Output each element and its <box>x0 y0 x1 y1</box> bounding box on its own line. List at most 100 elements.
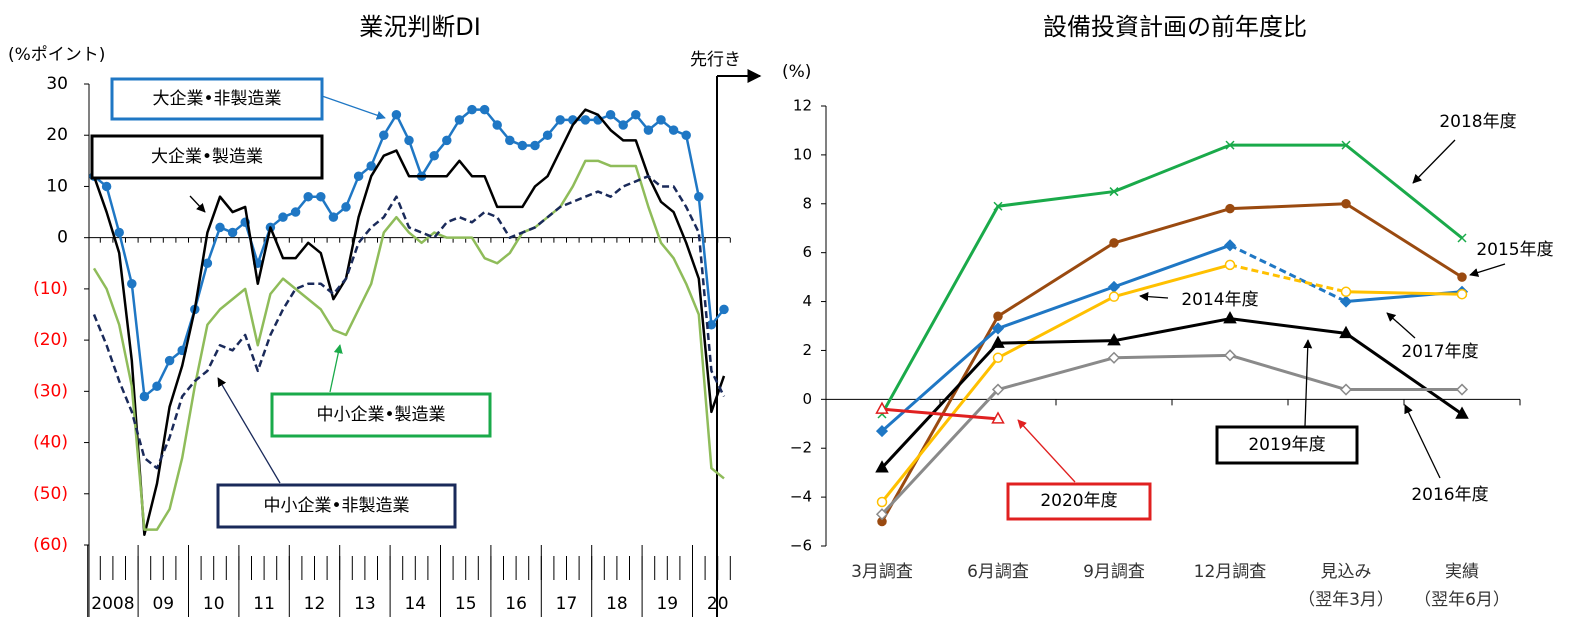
x-group-label: 19 <box>656 594 678 614</box>
point <box>1339 383 1353 396</box>
y-tick-label: (30) <box>33 381 68 401</box>
point <box>139 391 150 402</box>
point <box>1223 311 1237 324</box>
point <box>875 401 889 414</box>
point <box>505 135 515 146</box>
point <box>164 355 175 366</box>
point <box>876 496 888 508</box>
point <box>542 130 553 140</box>
y-tick-label: (40) <box>33 433 68 453</box>
callout-arrow <box>1412 139 1456 184</box>
point <box>580 115 591 125</box>
point <box>328 212 339 222</box>
point <box>605 109 616 120</box>
legend-box <box>110 77 324 121</box>
point <box>1339 295 1353 308</box>
series-line <box>880 202 1463 523</box>
point <box>555 115 565 125</box>
x-tick-label: 12月調査 <box>1194 562 1267 582</box>
legend-box <box>1006 482 1152 521</box>
y-tick-label: (60) <box>33 535 68 555</box>
legend-label: 2020年度 <box>1040 491 1117 511</box>
point <box>875 460 889 473</box>
x-group-label: 13 <box>354 594 376 614</box>
point <box>467 104 477 115</box>
point <box>278 212 288 222</box>
point <box>875 508 889 521</box>
point <box>694 191 704 202</box>
x-group-label: 14 <box>404 594 426 614</box>
point <box>668 125 679 135</box>
point <box>656 115 666 125</box>
point <box>1341 140 1351 150</box>
callout-arrow <box>189 195 206 213</box>
legend-box <box>216 483 457 529</box>
point <box>1455 406 1469 419</box>
legend-label: 2014年度 <box>1181 290 1258 310</box>
y-tick-label: (50) <box>33 484 68 504</box>
y-tick-label: 0 <box>802 390 812 408</box>
point <box>114 227 124 238</box>
point <box>442 135 452 146</box>
point <box>341 202 351 212</box>
legend-label: 中小企業•非製造業 <box>263 496 409 516</box>
point <box>1456 288 1468 300</box>
legend-box <box>90 134 324 180</box>
point <box>1225 140 1235 150</box>
x-tick-label-line: （翌年6月） <box>1414 590 1510 610</box>
point <box>152 381 162 391</box>
point <box>1109 238 1119 248</box>
y-tick-label: 0 <box>57 228 68 248</box>
y-tick-label: 30 <box>46 74 68 94</box>
point <box>530 140 540 151</box>
x-group-label: 09 <box>152 594 174 614</box>
x-group-label: 15 <box>455 594 477 614</box>
point <box>991 322 1005 335</box>
point <box>517 140 528 151</box>
point <box>1107 280 1121 293</box>
y-tick-label: 10 <box>46 176 68 196</box>
point <box>992 352 1004 364</box>
y-tick-label: 10 <box>793 145 812 163</box>
callout-arrow <box>1139 292 1169 302</box>
x-tick-label: 3月調査 <box>851 562 913 582</box>
point <box>215 222 225 233</box>
point <box>353 171 364 181</box>
callout-arrow <box>217 377 281 484</box>
annotation: 先行き <box>690 50 741 70</box>
point <box>1109 187 1119 197</box>
chart-title: 業況判断DI <box>359 13 481 41</box>
series-line <box>880 353 1462 516</box>
y-axis-label: (%ポイント) <box>8 45 105 65</box>
x-tick-label-line: （翌年3月） <box>1298 590 1394 610</box>
point <box>1107 351 1121 364</box>
x-group-label: 11 <box>253 594 275 614</box>
point <box>991 383 1005 396</box>
y-tick-label: 2 <box>802 341 812 359</box>
y-tick-label: 6 <box>802 243 812 261</box>
legend-label: 2015年度 <box>1476 240 1553 260</box>
point <box>1225 203 1235 214</box>
point <box>479 104 490 115</box>
x-group-label: 20 <box>707 594 729 614</box>
x-group-label: 12 <box>304 594 326 614</box>
point <box>719 304 729 315</box>
point <box>316 191 326 202</box>
point <box>1339 325 1353 339</box>
point <box>454 115 465 125</box>
y-tick-label: 12 <box>793 97 812 115</box>
legend-label: 中小企業•製造業 <box>316 405 445 425</box>
y-tick-label: 8 <box>802 194 812 212</box>
callout-arrow <box>329 344 343 393</box>
point <box>875 425 889 438</box>
point <box>991 411 1005 424</box>
y-axis-label: (%) <box>782 62 811 82</box>
y-tick-label: −6 <box>790 537 812 555</box>
x-group-label: 18 <box>606 594 628 614</box>
point <box>391 109 402 120</box>
series-line <box>881 243 1231 433</box>
point <box>1455 383 1469 396</box>
chart-title: 設備投資計画の前年度比 <box>1043 13 1307 41</box>
legend-label: 大企業•製造業 <box>151 147 263 167</box>
